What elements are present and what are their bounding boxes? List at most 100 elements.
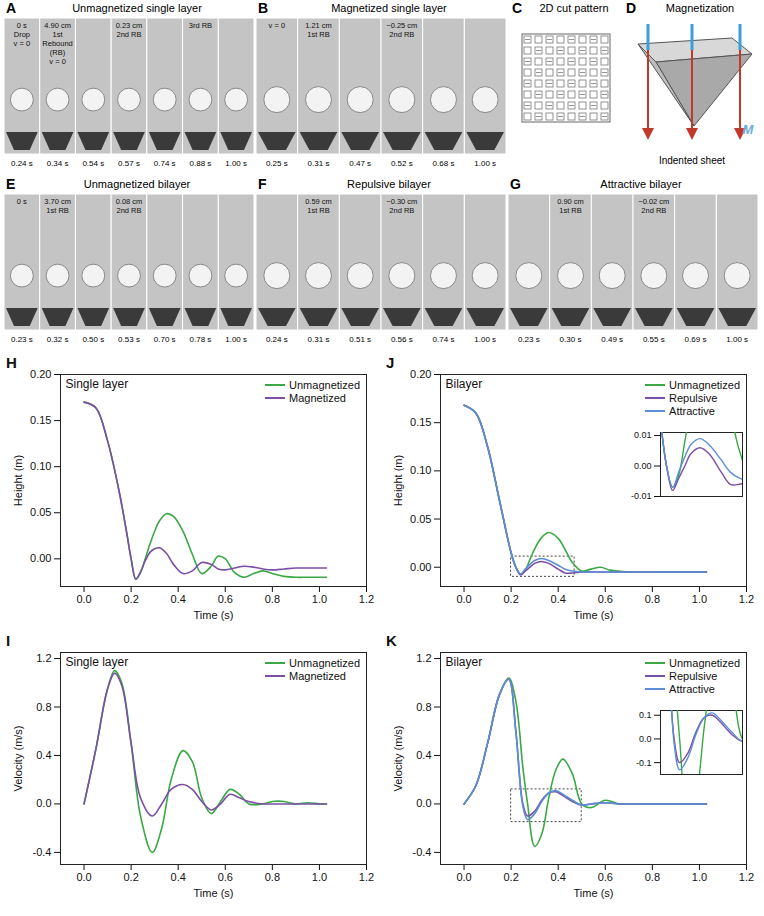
svg-text:Bilayer: Bilayer [446,655,483,669]
svg-text:1.00 s: 1.00 s [726,335,748,344]
svg-text:0.88 s: 0.88 s [190,159,212,168]
svg-text:0.01: 0.01 [634,430,652,440]
svg-text:1st RB: 1st RB [559,206,582,215]
svg-text:0.23 cm: 0.23 cm [116,21,143,30]
svg-text:0.4: 0.4 [551,871,566,883]
svg-text:0.52 s: 0.52 s [391,159,413,168]
svg-text:0.20: 0.20 [30,368,51,380]
svg-text:Repulsive bilayer: Repulsive bilayer [347,178,431,190]
svg-text:2nd RB: 2nd RB [116,30,141,39]
svg-text:0.24 s: 0.24 s [11,159,33,168]
svg-text:1.2: 1.2 [359,871,374,883]
svg-text:3.70 cm: 3.70 cm [44,197,71,206]
svg-text:Magnetization: Magnetization [666,2,735,14]
svg-text:0.25 s: 0.25 s [266,159,288,168]
svg-text:0.10: 0.10 [30,460,51,472]
svg-text:1st RB: 1st RB [307,30,330,39]
svg-text:3rd RB: 3rd RB [189,21,212,30]
svg-text:Magnetized single layer: Magnetized single layer [331,2,447,14]
svg-text:F: F [258,176,267,192]
svg-text:1.2: 1.2 [416,652,431,664]
svg-text:0.00: 0.00 [410,561,431,573]
svg-text:Time (s): Time (s) [574,609,614,621]
svg-text:0.50 s: 0.50 s [82,335,104,344]
svg-text:-0.4: -0.4 [413,846,432,858]
svg-text:v = 0: v = 0 [14,39,30,48]
svg-text:0.0: 0.0 [76,871,91,883]
svg-text:0.08 cm: 0.08 cm [116,197,143,206]
svg-text:0.4: 0.4 [551,593,566,605]
svg-text:0.8: 0.8 [36,701,51,713]
svg-text:Time (s): Time (s) [574,887,614,899]
svg-text:1.0: 1.0 [692,593,707,605]
svg-text:0.2: 0.2 [503,593,518,605]
svg-text:0.24 s: 0.24 s [266,335,288,344]
svg-text:0.0: 0.0 [416,797,431,809]
svg-text:−0.25 cm: −0.25 cm [386,21,417,30]
svg-text:0.34 s: 0.34 s [47,159,69,168]
svg-text:M: M [743,122,755,137]
svg-text:4.90 cm: 4.90 cm [44,21,71,30]
svg-text:v = 0: v = 0 [49,57,65,66]
svg-text:0.31 s: 0.31 s [308,335,330,344]
svg-text:0.05: 0.05 [30,506,51,518]
svg-text:1.00 s: 1.00 s [474,335,496,344]
svg-text:2nd RB: 2nd RB [116,206,141,215]
svg-text:1.00 s: 1.00 s [474,159,496,168]
svg-text:0.0: 0.0 [456,593,471,605]
svg-text:0.4: 0.4 [416,749,431,761]
svg-text:0.78 s: 0.78 s [190,335,212,344]
svg-text:0.53 s: 0.53 s [118,335,140,344]
svg-text:0.1: 0.1 [639,710,652,720]
svg-text:C: C [512,0,522,16]
svg-text:(RB): (RB) [50,48,66,57]
svg-text:0.2: 0.2 [503,871,518,883]
svg-text:0.54 s: 0.54 s [82,159,104,168]
svg-text:0.55 s: 0.55 s [643,335,665,344]
svg-text:0.51 s: 0.51 s [349,335,371,344]
svg-text:1.2: 1.2 [739,871,754,883]
svg-text:D: D [626,0,636,16]
svg-text:0.4: 0.4 [36,749,51,761]
svg-text:-0.4: -0.4 [33,846,52,858]
svg-text:0.6: 0.6 [598,871,613,883]
svg-text:Rebound: Rebound [42,39,72,48]
svg-text:A: A [6,0,16,16]
svg-text:0.0: 0.0 [639,734,652,744]
svg-text:0.0: 0.0 [76,593,91,605]
svg-text:0.70 s: 0.70 s [154,335,176,344]
svg-text:2nd RB: 2nd RB [389,30,414,39]
svg-text:0.15: 0.15 [30,414,51,426]
svg-text:0.2: 0.2 [123,871,138,883]
svg-text:0.6: 0.6 [218,593,233,605]
svg-text:2nd RB: 2nd RB [641,206,666,215]
svg-text:0.05: 0.05 [410,513,431,525]
svg-text:Attractive bilayer: Attractive bilayer [600,178,682,190]
svg-text:E: E [6,176,15,192]
svg-text:0.30 s: 0.30 s [560,335,582,344]
svg-text:1.21 cm: 1.21 cm [305,21,332,30]
svg-text:0.56 s: 0.56 s [391,335,413,344]
svg-text:1.2: 1.2 [36,652,51,664]
svg-text:1.0: 1.0 [312,593,327,605]
svg-text:0.69 s: 0.69 s [685,335,707,344]
svg-text:2nd RB: 2nd RB [389,206,414,215]
svg-text:Height (m): Height (m) [12,455,24,506]
svg-text:0.74 s: 0.74 s [433,335,455,344]
svg-text:0.00: 0.00 [30,552,51,564]
svg-text:−0.30 cm: −0.30 cm [386,197,417,206]
svg-text:Single layer: Single layer [66,377,129,391]
svg-text:1st: 1st [53,30,64,39]
svg-text:0.8: 0.8 [265,593,280,605]
svg-text:0.47 s: 0.47 s [349,159,371,168]
svg-text:0.15: 0.15 [410,416,431,428]
svg-text:Indented sheet: Indented sheet [659,155,725,166]
svg-text:1.00 s: 1.00 s [225,159,247,168]
svg-text:0.8: 0.8 [645,593,660,605]
svg-text:-0.01: -0.01 [631,491,652,501]
svg-text:1.2: 1.2 [739,593,754,605]
svg-text:1.00 s: 1.00 s [225,335,247,344]
svg-text:0.0: 0.0 [456,871,471,883]
svg-text:−0.02 cm: −0.02 cm [638,197,669,206]
svg-text:2D cut pattern: 2D cut pattern [539,2,608,14]
